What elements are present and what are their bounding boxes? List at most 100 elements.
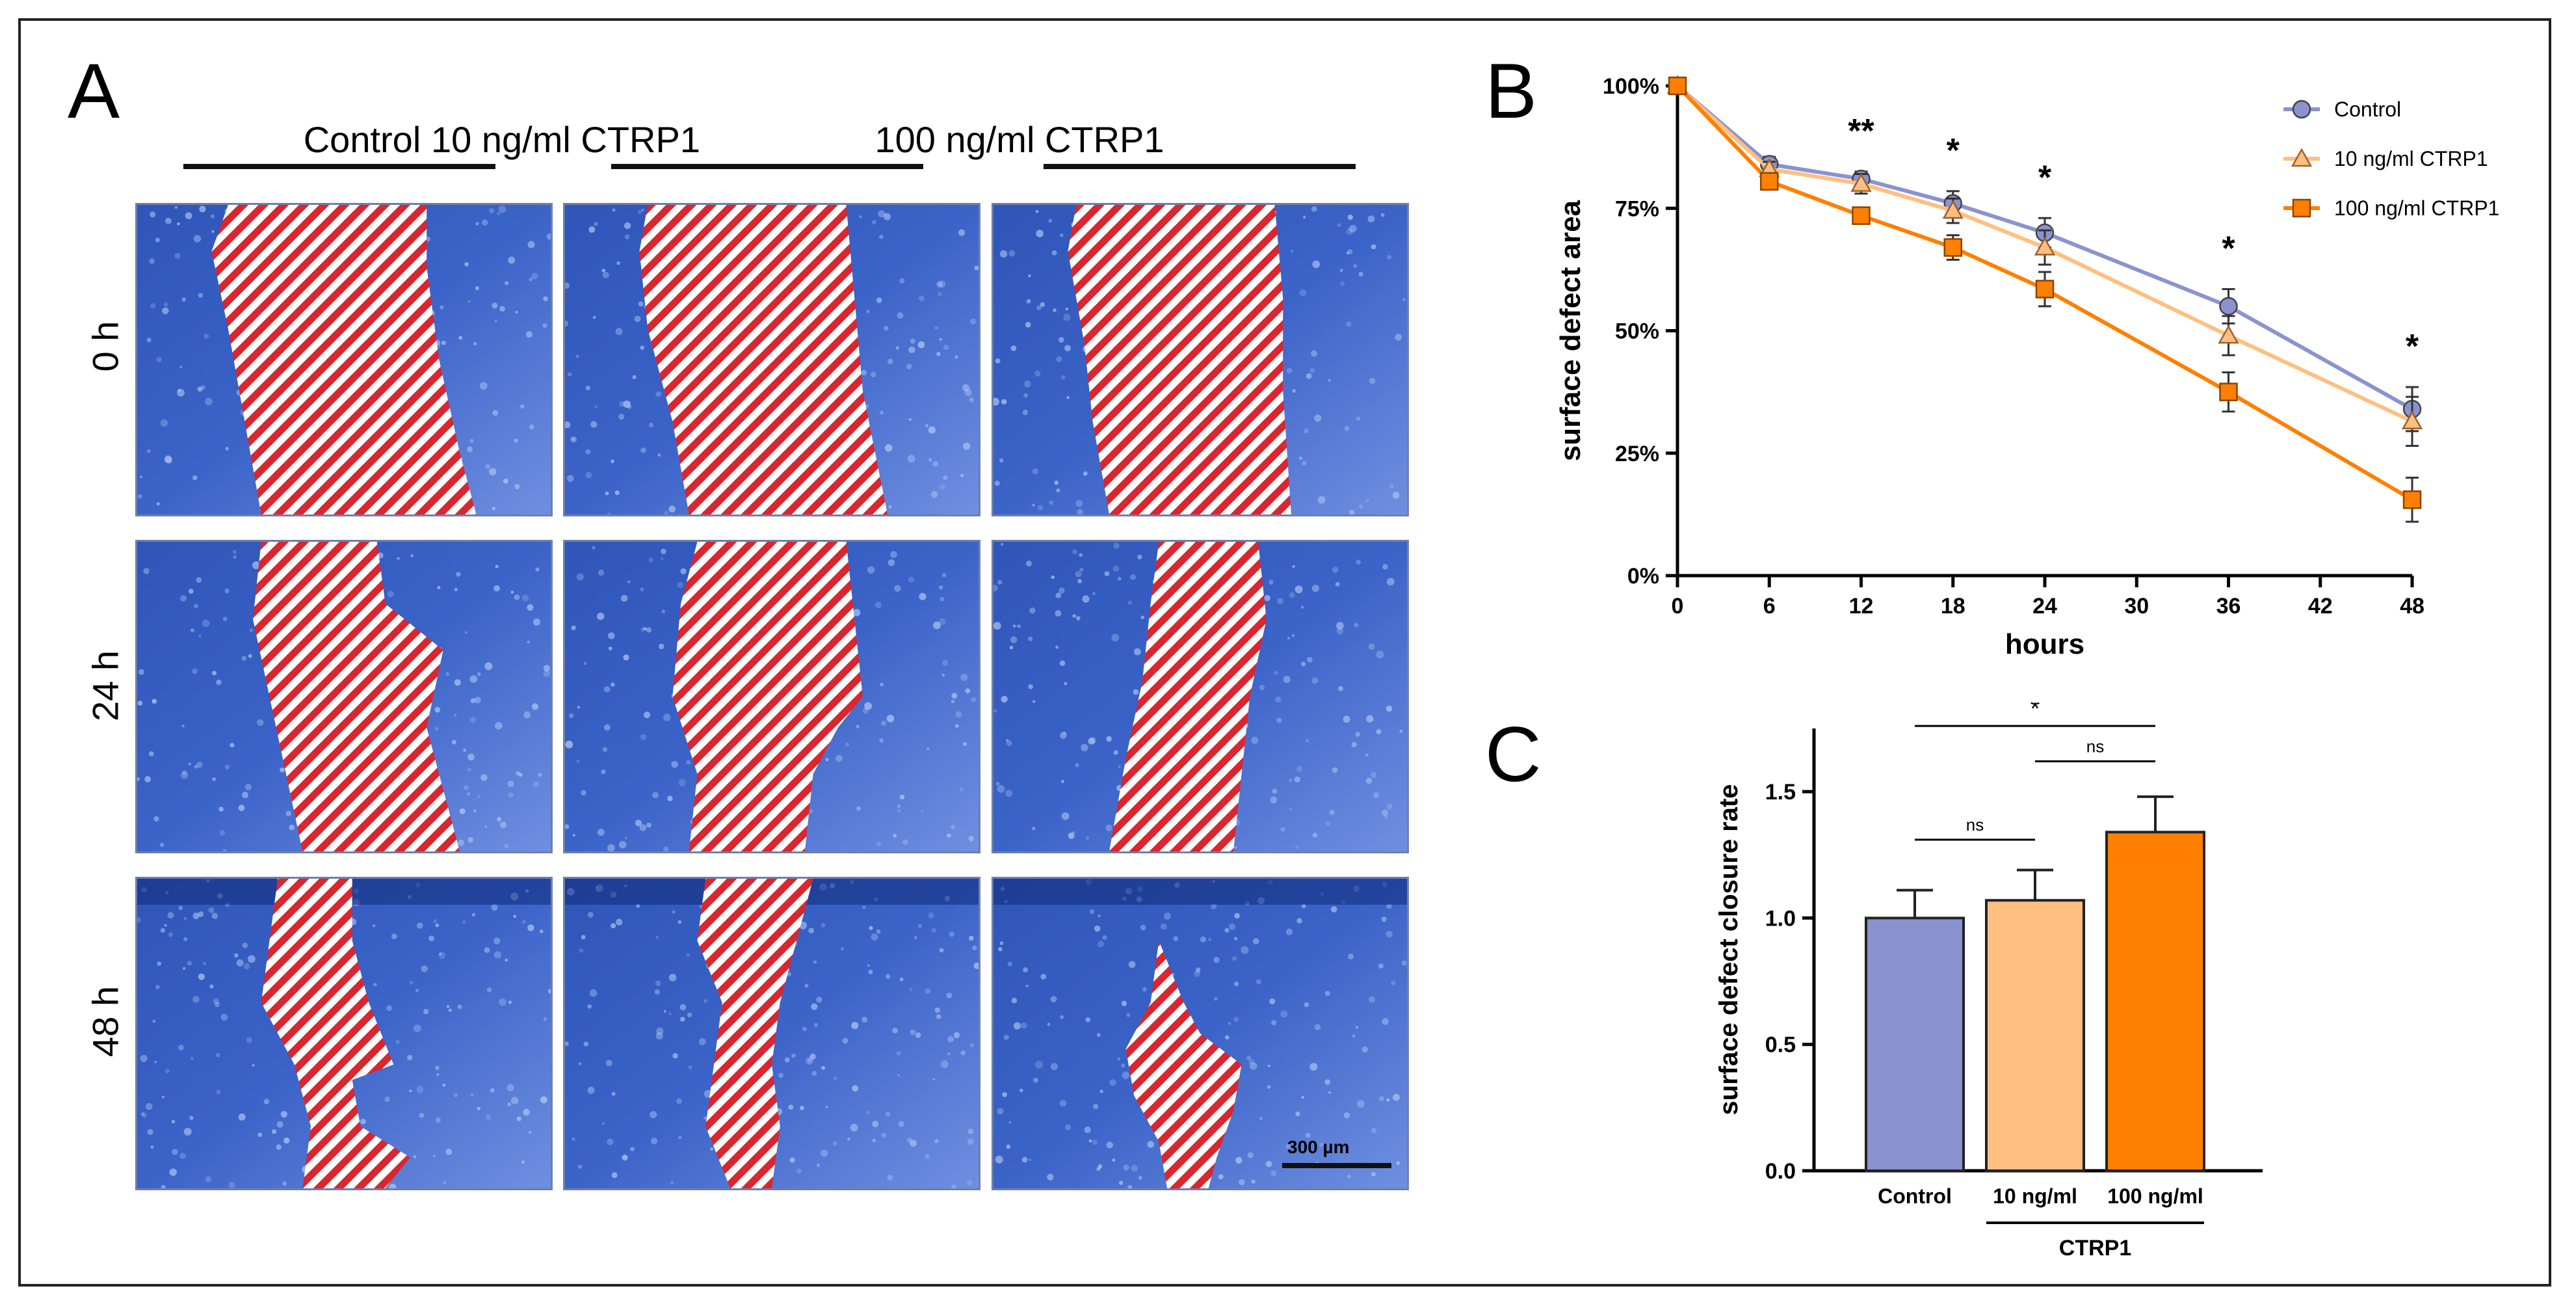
row-label-24h: 24 h	[85, 650, 126, 721]
x-tick-label: Control	[1878, 1184, 1952, 1208]
y-tick-label: 25%	[1615, 442, 1659, 466]
x-tick-label: 48	[2400, 594, 2425, 619]
y-axis-label: surface defect area	[1555, 200, 1586, 461]
data-point	[2401, 410, 2423, 430]
y-axis-label: surface defect closure rate	[1715, 784, 1743, 1115]
row-label-48h: 48 h	[85, 986, 126, 1057]
column-label-100ng: 100 ng/ml CTRP1	[874, 119, 1164, 160]
tile-vignette	[993, 879, 1407, 905]
wound-area	[1068, 205, 1291, 514]
significance-label: *	[1947, 132, 1960, 170]
micrograph-control-24h	[135, 540, 553, 853]
data-point	[2402, 490, 2422, 509]
legend-marker	[2291, 148, 2313, 167]
scale-bar	[1282, 1163, 1391, 1168]
wound-area	[211, 205, 477, 514]
wound-area	[672, 542, 863, 851]
significance-label: *	[2038, 159, 2052, 196]
column-label-10ng: 10 ng/ml CTRP1	[431, 119, 700, 160]
wound-area	[697, 879, 813, 1188]
x-tick-label: 42	[2308, 594, 2333, 619]
micrograph-image	[993, 879, 1407, 1188]
x-tick-label: 12	[1849, 594, 1874, 619]
data-point	[1850, 173, 1872, 192]
x-tick-label: 24	[2032, 594, 2057, 619]
micrograph-control-48h	[135, 877, 553, 1190]
x-tick-label: 30	[2124, 594, 2149, 619]
micrograph-image	[565, 542, 979, 851]
legend: Control 10 ng/ml CTRP1 100 ng/ml CTRP1	[2283, 98, 2499, 220]
wound-area	[1109, 542, 1267, 851]
figure-frame	[18, 18, 2551, 1287]
micrograph-10ng-48h	[563, 877, 980, 1190]
panel-c-letter: C	[1485, 711, 1542, 798]
x-tick-label: 100 ng/ml	[2107, 1184, 2203, 1208]
y-tick-label: 0%	[1627, 564, 1659, 589]
data-point	[2219, 297, 2238, 316]
micrograph-image	[137, 542, 551, 851]
data-point	[1668, 76, 1687, 96]
wound-area	[1125, 941, 1242, 1188]
micrograph-100ng-48h	[992, 877, 1409, 1190]
y-tick-label: 1.5	[1765, 780, 1796, 805]
series-2	[1668, 76, 2422, 523]
micrograph-10ng-24h	[563, 540, 980, 853]
significance-label: *	[2406, 328, 2419, 366]
micrograph-10ng-0h	[563, 203, 980, 516]
significance-label: *	[2222, 230, 2235, 267]
data-point	[1942, 200, 1964, 219]
data-point	[1760, 172, 1779, 191]
micrograph-image	[565, 205, 979, 514]
x-axis-label: hours	[2005, 628, 2084, 660]
micrograph-control-0h	[135, 203, 553, 516]
x-tick-label: 18	[1941, 594, 1965, 619]
micrograph-image	[565, 879, 979, 1188]
x-tick-label: 10 ng/ml	[1993, 1184, 2077, 1208]
data-point	[2034, 236, 2056, 256]
wound-area	[261, 879, 410, 1188]
micrograph-image	[137, 879, 551, 1188]
wound-area	[253, 542, 460, 851]
bar-0	[1865, 916, 1965, 1172]
scale-bar-label: 300 µm	[1287, 1137, 1350, 1157]
y-tick-label: 100%	[1603, 74, 1659, 99]
comparison-label: ns	[1966, 815, 1984, 834]
series-1	[1666, 75, 2423, 447]
x-tick-label: 6	[1763, 594, 1776, 619]
y-tick-label: 1.0	[1765, 906, 1796, 931]
y-tick-label: 75%	[1615, 196, 1659, 221]
significance-label: **	[1848, 113, 1874, 150]
data-point	[1852, 206, 1871, 225]
legend-marker	[2292, 100, 2311, 119]
data-point	[1943, 238, 1962, 257]
legend-label: Control	[2334, 98, 2401, 121]
bar-1	[1985, 899, 2085, 1172]
comparison-label: *	[2031, 702, 2040, 723]
micrograph-100ng-24h	[992, 540, 1409, 853]
legend-marker	[2292, 198, 2311, 218]
data-point	[2218, 325, 2239, 344]
column-rule-10ng	[611, 164, 923, 169]
data-point	[2035, 280, 2055, 299]
micrograph-100ng-0h	[992, 203, 1409, 516]
data-point	[2219, 382, 2238, 401]
y-tick-label: 0.0	[1765, 1159, 1796, 1184]
column-rule-control	[183, 164, 495, 169]
legend-label: 100 ng/ml CTRP1	[2334, 196, 2499, 220]
row-label-0h: 0 h	[85, 321, 126, 372]
column-label-control: Control	[303, 119, 421, 160]
wound-area	[639, 205, 888, 514]
x-tick-label: 0	[1672, 594, 1684, 619]
column-rule-100ng	[1044, 164, 1356, 169]
group-label: CTRP1	[2059, 1236, 2131, 1261]
legend-label: 10 ng/ml CTRP1	[2334, 147, 2488, 170]
panel-b-letter: B	[1485, 47, 1538, 135]
y-tick-label: 0.5	[1765, 1033, 1796, 1058]
bar-chart: 0.0 0.5 1.0 1.5 surface defect closure rate C…	[1715, 702, 2263, 1261]
panel-a: A Control 10 ng/ml CTRP1 100 ng/ml CTRP1…	[68, 47, 1409, 1190]
comparison-label: ns	[2086, 737, 2104, 756]
bar-2	[2105, 831, 2205, 1173]
micrograph-image	[993, 205, 1407, 514]
panel-a-letter: A	[68, 47, 120, 135]
x-tick-label: 36	[2216, 594, 2241, 619]
